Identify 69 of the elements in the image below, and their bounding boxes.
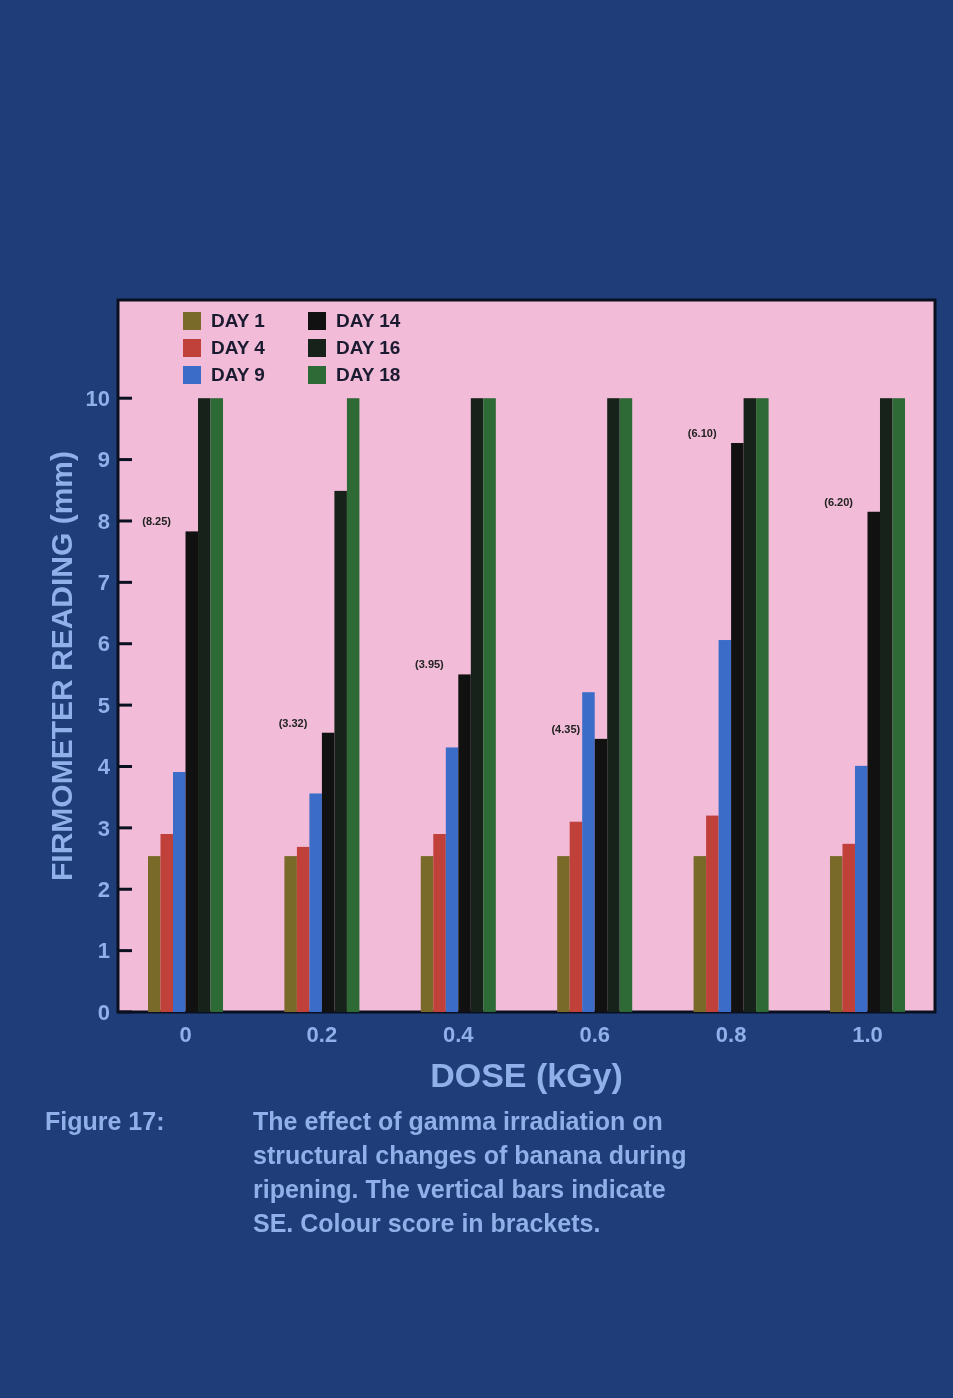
bar <box>445 747 459 1012</box>
y-tick-label: 8 <box>97 508 110 534</box>
bar <box>334 490 347 1012</box>
text: The effect of gamma irradiation on structural changes of banana during ripening. The vertical bars indicate SE. Colour score in brackets. <box>253 1107 687 1237</box>
bar <box>619 398 633 1012</box>
annotation: (3.32) <box>278 716 308 729</box>
x-tick-label: 0.8 <box>715 1022 747 1047</box>
y-axis-title: FIRMOMETER READING (mm) <box>45 451 78 881</box>
y-tick-label: 7 <box>97 570 110 596</box>
bar <box>284 856 297 1012</box>
bar <box>557 856 570 1012</box>
bar <box>198 398 211 1012</box>
y-tick-label: 2 <box>97 876 110 902</box>
bar <box>879 398 893 1012</box>
bar <box>892 398 905 1012</box>
bar <box>607 398 620 1012</box>
caption: Figure 17: <box>45 1107 165 1135</box>
bar <box>160 834 174 1012</box>
bar <box>743 398 757 1012</box>
bar <box>148 856 161 1012</box>
y-tick-label: 6 <box>97 631 110 657</box>
bar <box>483 398 496 1012</box>
legend-label: DAY 14 <box>336 310 401 331</box>
bar <box>756 398 769 1012</box>
legend-label: DAY 4 <box>211 337 266 358</box>
x-tick-label: 0.6 <box>579 1022 610 1047</box>
bar <box>718 640 732 1012</box>
bar <box>321 732 335 1012</box>
bar <box>458 674 471 1012</box>
bar <box>296 846 310 1012</box>
x-tick-label: 0.2 <box>306 1022 338 1047</box>
bar <box>693 856 707 1012</box>
x-tick-label: 1.0 <box>852 1022 883 1047</box>
annotation: (3.95) <box>415 658 445 671</box>
bar <box>173 772 186 1012</box>
bar <box>867 511 880 1012</box>
bar <box>829 856 843 1012</box>
y-tick-label: 4 <box>97 754 111 780</box>
x-axis-title: DOSE (kGy) <box>430 1056 623 1094</box>
bar <box>842 843 855 1012</box>
bar <box>210 398 224 1012</box>
bar <box>185 531 199 1012</box>
bar <box>706 815 719 1012</box>
y-tick-label: 9 <box>97 447 110 473</box>
legend-label: DAY 1 <box>211 310 266 331</box>
bar <box>731 443 744 1012</box>
bar <box>420 856 434 1012</box>
bar <box>569 821 583 1012</box>
bar <box>346 398 360 1012</box>
y-tick-label: 1 <box>97 938 110 964</box>
annotation: (6.20) <box>824 495 854 508</box>
y-tick-label: 0 <box>97 999 110 1025</box>
legend-label: DAY 18 <box>336 364 401 385</box>
bar <box>470 398 484 1012</box>
x-tick-label: 0 <box>179 1022 192 1047</box>
annotation: (8.25) <box>142 515 172 528</box>
bar <box>433 834 446 1012</box>
bar <box>582 692 595 1012</box>
x-tick-label: 0.4 <box>443 1022 475 1047</box>
legend-label: DAY 16 <box>336 337 401 358</box>
y-tick-label: 10 <box>85 385 110 411</box>
annotation: (4.35) <box>551 722 581 735</box>
y-tick-label: 5 <box>97 692 110 718</box>
bar <box>854 765 868 1012</box>
annotation: (6.10) <box>687 427 717 440</box>
y-tick-label: 3 <box>97 815 110 841</box>
bar <box>309 793 322 1012</box>
legend-label: DAY 9 <box>211 364 265 385</box>
bar <box>594 738 608 1012</box>
